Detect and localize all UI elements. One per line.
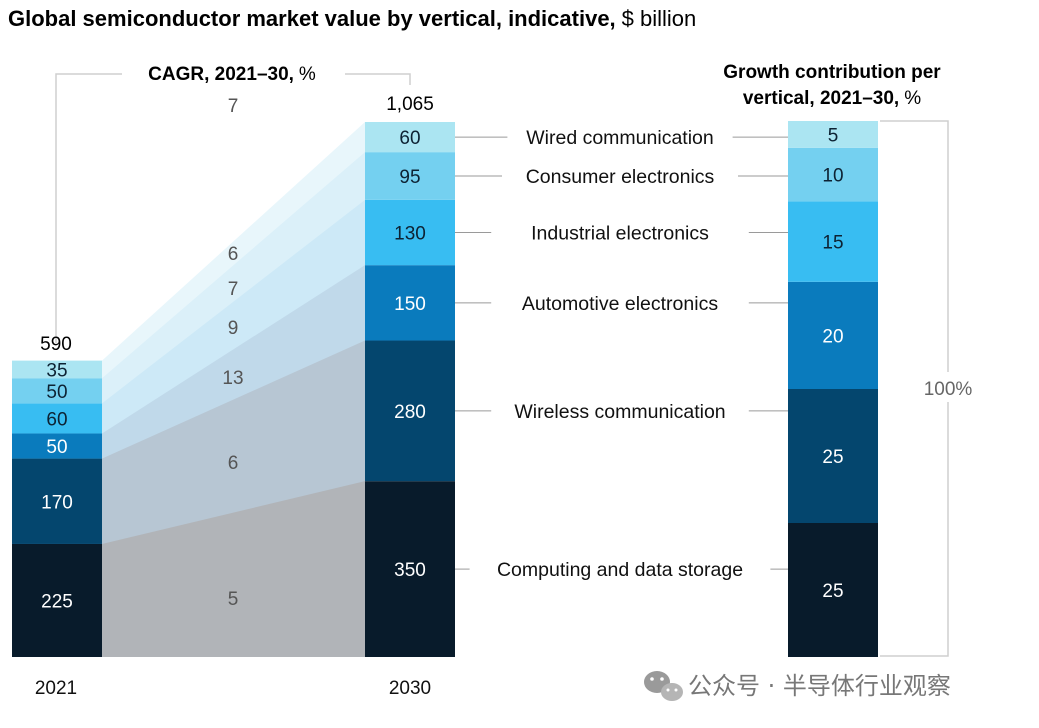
value-2030-wireless-communication: 280 bbox=[394, 402, 426, 423]
value-2030-consumer-electronics: 95 bbox=[399, 167, 420, 188]
growth-header-line2-text: vertical, 2021–30, bbox=[743, 88, 899, 109]
growth-industrial-electronics: 15 bbox=[822, 233, 843, 254]
cagr-header: CAGR, 2021–30,% bbox=[148, 64, 316, 85]
bar-2030-wired-communication bbox=[365, 122, 455, 153]
bar-growth-wired-communication bbox=[788, 121, 878, 148]
value-2030-wired-communication: 60 bbox=[399, 128, 420, 149]
value-labels: 225 350 25 Computing and data storage 170 280… bbox=[41, 96, 843, 612]
bar-growth-consumer-electronics bbox=[788, 147, 878, 202]
bar-2030-computing-and-data-storage bbox=[365, 481, 455, 657]
cagr-bands bbox=[102, 122, 365, 658]
cagr-computing-and-data-storage: 5 bbox=[228, 589, 239, 610]
category-computing-and-data-storage: Computing and data storage bbox=[497, 559, 743, 581]
bar-growth-computing-and-data-storage bbox=[788, 523, 878, 657]
chart-title: Global semiconductor market value by ver… bbox=[8, 6, 696, 31]
cagr-wired-communication: 6 bbox=[228, 244, 239, 265]
value-2021-wireless-communication: 170 bbox=[41, 492, 73, 513]
category-industrial-electronics: Industrial electronics bbox=[531, 223, 709, 245]
bar-2021-wired-communication bbox=[12, 360, 102, 379]
growth-header-line1: Growth contribution per bbox=[723, 62, 941, 83]
total-2021: 590 bbox=[40, 334, 72, 355]
cagr-top: 7 bbox=[228, 96, 239, 117]
growth-computing-and-data-storage: 25 bbox=[822, 581, 843, 602]
bars bbox=[12, 121, 878, 657]
chart-title-main: Global semiconductor market value by ver… bbox=[8, 6, 616, 31]
cagr-industrial-electronics: 9 bbox=[228, 318, 239, 339]
cagr-header-text: CAGR, 2021–30, bbox=[148, 64, 294, 85]
year-label-2030: 2030 bbox=[389, 678, 431, 699]
growth-wired-communication: 5 bbox=[828, 125, 839, 146]
category-wireless-communication: Wireless communication bbox=[514, 401, 725, 423]
category-wired-communication: Wired communication bbox=[526, 127, 713, 149]
category-consumer-electronics: Consumer electronics bbox=[526, 166, 715, 188]
growth-total-bracket bbox=[880, 120, 949, 657]
growth-header-unit: % bbox=[904, 88, 921, 109]
bar-2030-automotive-electronics bbox=[365, 265, 455, 341]
bar-2030-industrial-electronics bbox=[365, 199, 455, 266]
watermark: 公众号 · 半导体行业观察 bbox=[644, 671, 951, 701]
growth-total-label: 100% bbox=[924, 379, 973, 400]
total-2030: 1,065 bbox=[386, 94, 434, 115]
bar-growth-automotive-electronics bbox=[788, 281, 878, 389]
bar-growth-industrial-electronics bbox=[788, 201, 878, 282]
watermark-text: 公众号 · 半导体行业观察 bbox=[688, 672, 951, 700]
value-2021-automotive-electronics: 50 bbox=[46, 437, 67, 458]
cagr-automotive-electronics: 13 bbox=[222, 368, 243, 389]
bar-2030-wireless-communication bbox=[365, 340, 455, 482]
growth-header-line2: vertical, 2021–30,% bbox=[743, 88, 921, 109]
value-2030-industrial-electronics: 130 bbox=[394, 224, 426, 245]
growth-wireless-communication: 25 bbox=[822, 447, 843, 468]
cagr-wireless-communication: 6 bbox=[228, 453, 239, 474]
cagr-header-unit: % bbox=[299, 64, 316, 85]
bar-2030-consumer-electronics bbox=[365, 152, 455, 200]
growth-consumer-electronics: 10 bbox=[822, 166, 843, 187]
bar-2021-automotive-electronics bbox=[12, 433, 102, 459]
growth-automotive-electronics: 20 bbox=[822, 326, 843, 347]
value-2030-automotive-electronics: 150 bbox=[394, 294, 426, 315]
value-2021-wired-communication: 35 bbox=[46, 360, 67, 381]
chart-title-unit: $ billion bbox=[622, 6, 697, 31]
bar-2021-consumer-electronics bbox=[12, 378, 102, 404]
wechat-icon bbox=[644, 671, 683, 701]
cagr-consumer-electronics: 7 bbox=[228, 279, 239, 300]
bar-2021-wireless-communication bbox=[12, 458, 102, 544]
bar-growth-wireless-communication bbox=[788, 389, 878, 523]
value-2021-industrial-electronics: 60 bbox=[46, 409, 67, 430]
band-computing-and-data-storage bbox=[102, 481, 365, 657]
value-2021-computing-and-data-storage: 225 bbox=[41, 591, 73, 612]
bar-2021-industrial-electronics bbox=[12, 403, 102, 434]
year-label-2021: 2021 bbox=[35, 678, 77, 699]
bar-2021-computing-and-data-storage bbox=[12, 543, 102, 657]
value-2030-computing-and-data-storage: 350 bbox=[394, 560, 426, 581]
cagr-bracket bbox=[55, 73, 411, 343]
category-automotive-electronics: Automotive electronics bbox=[522, 293, 718, 315]
value-2021-consumer-electronics: 50 bbox=[46, 382, 67, 403]
